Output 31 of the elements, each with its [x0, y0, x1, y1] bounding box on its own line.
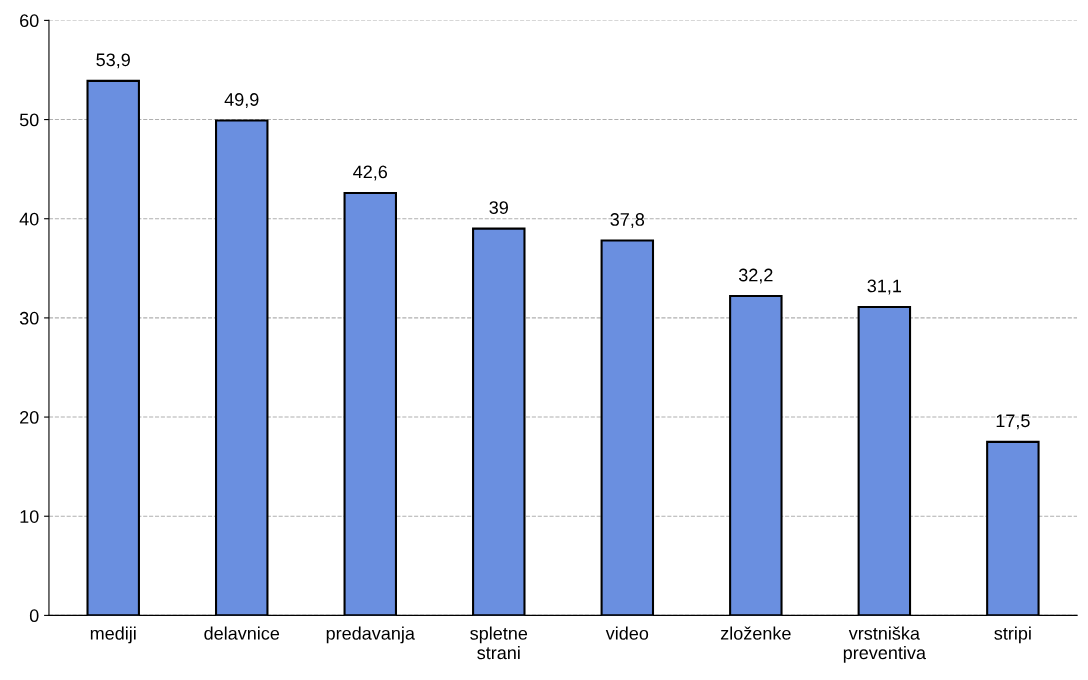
y-tick-label: 40	[19, 212, 39, 226]
y-tick-label: 60	[20, 14, 39, 28]
y-tick-label: 30	[19, 311, 39, 325]
y-tick-label: 50	[19, 113, 39, 127]
bar	[472, 227, 526, 616]
bar	[215, 119, 269, 616]
bar	[343, 191, 397, 616]
x-tick-label: mediji	[90, 626, 136, 644]
bar	[729, 295, 783, 616]
x-tick-label: spletne strani	[470, 626, 528, 660]
data-label: 53,9	[96, 53, 130, 69]
data-label: 37,8	[610, 213, 645, 228]
x-tick-label: delavnice	[204, 626, 280, 640]
x-tick-label: video	[605, 626, 649, 640]
bar	[600, 239, 655, 616]
x-tick-label: zloženke	[720, 626, 791, 640]
bar	[857, 305, 912, 616]
x-tick-label: predavanja	[326, 626, 415, 644]
data-label: 17,5	[996, 414, 1030, 430]
data-label: 32,2	[738, 268, 773, 284]
data-label: 49,9	[224, 93, 259, 109]
y-tick-label: 10	[20, 510, 39, 523]
y-tick-label: 20	[20, 411, 39, 424]
x-tick-label: stripi	[994, 626, 1031, 644]
bar	[86, 79, 140, 616]
y-tick-label: 0	[29, 609, 39, 623]
data-label: 31,1	[867, 279, 902, 295]
data-label: 42,6	[353, 165, 388, 181]
bar	[986, 440, 1040, 616]
data-label: 39	[489, 201, 508, 214]
x-tick-label: vrstniška preventiva	[843, 626, 926, 663]
